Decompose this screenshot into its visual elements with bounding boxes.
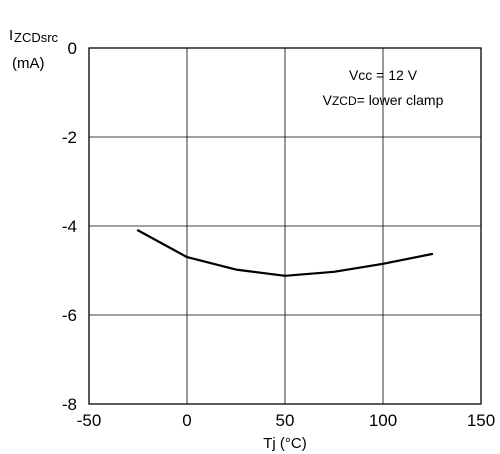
annotation-vzcd-sub: ZCD [332, 94, 357, 108]
y-tick-labels: 0 -2 -4 -6 -8 [62, 39, 77, 414]
y-tick-label: -4 [62, 217, 77, 236]
y-tick-label: -6 [62, 306, 77, 325]
annotation-vcc: Vcc = 12 V [349, 67, 418, 83]
x-tick-label: 0 [182, 411, 191, 430]
series-line [136, 229, 434, 277]
annotation-vzcd-prefix: V [323, 92, 333, 108]
y-tick-label: -8 [62, 395, 77, 414]
y-tick-label: 0 [68, 39, 77, 58]
x-axis-label: Tj (°C) [263, 435, 306, 452]
y-axis-label-sub: ZCDsrc [14, 30, 59, 45]
annotation-vzcd-suffix: = lower clamp [357, 92, 444, 108]
grid [89, 48, 481, 404]
series-group [136, 229, 434, 277]
x-tick-label: 100 [369, 411, 397, 430]
x-tick-label: 50 [276, 411, 295, 430]
annotation-vzcd: VZCD= lower clamp [323, 92, 444, 108]
x-tick-label: 150 [467, 411, 495, 430]
y-axis-label-main: I [9, 27, 13, 44]
x-tick-labels: -50 0 50 100 150 [77, 411, 495, 430]
y-axis-label-unit: (mA) [12, 55, 45, 72]
y-tick-label: -2 [62, 128, 77, 147]
x-tick-label: -50 [77, 411, 102, 430]
